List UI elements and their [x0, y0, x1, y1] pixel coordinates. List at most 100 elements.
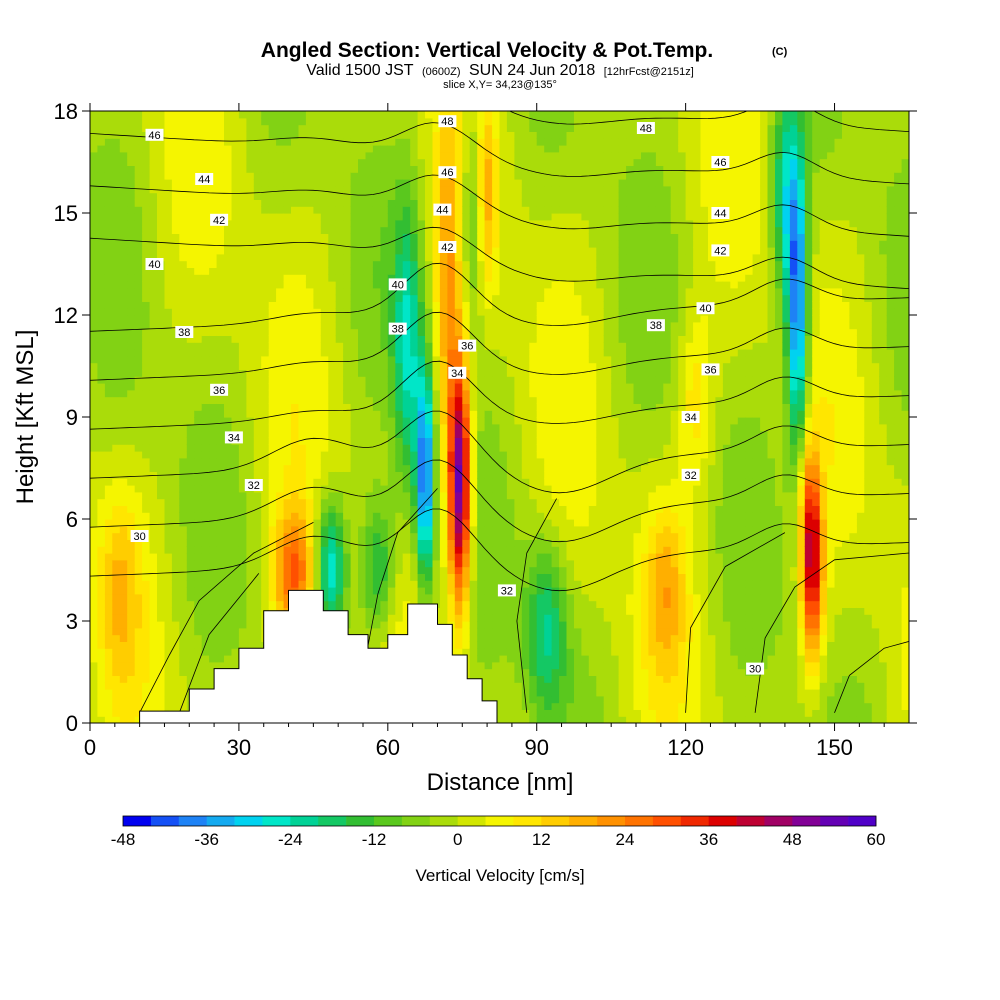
field-cell: [216, 308, 225, 316]
field-cell: [425, 423, 433, 432]
field-cell: [387, 158, 396, 166]
field-cell: [104, 464, 113, 472]
field-cell: [380, 512, 389, 520]
field-cell: [439, 410, 448, 418]
field-cell: [238, 471, 247, 479]
field-cell: [201, 287, 210, 296]
field-cell: [90, 151, 98, 160]
field-cell: [454, 287, 463, 296]
field-cell: [127, 308, 136, 316]
field-cell: [343, 185, 352, 194]
field-cell: [134, 111, 143, 119]
field-cell: [477, 437, 486, 445]
field-cell: [231, 417, 240, 425]
field-cell: [343, 491, 352, 500]
field-cell: [209, 253, 218, 262]
field-cell: [157, 682, 165, 690]
field-cell: [283, 593, 292, 602]
field-cell: [164, 532, 173, 540]
field-cell: [253, 430, 262, 438]
field-cell: [372, 532, 381, 540]
field-cell: [97, 546, 106, 554]
field-cell: [97, 655, 106, 663]
field-cell: [425, 559, 433, 568]
field-cell: [358, 151, 366, 160]
field-cell: [164, 519, 173, 527]
field-cell: [447, 226, 456, 234]
field-cell: [231, 505, 240, 513]
field-cell: [134, 675, 143, 683]
field-cell: [149, 437, 158, 445]
field-cell: [291, 457, 299, 466]
field-cell: [112, 233, 121, 241]
field-cell: [298, 192, 307, 200]
field-cell: [439, 179, 448, 187]
field-cell: [238, 587, 247, 595]
field-cell: [335, 179, 344, 187]
field-cell: [358, 253, 366, 262]
field-cell: [209, 580, 218, 588]
field-cell: [343, 505, 352, 513]
field-cell: [439, 328, 448, 336]
field-cell: [268, 559, 277, 568]
field-cell: [268, 457, 277, 466]
field-cell: [484, 253, 493, 262]
field-cell: [343, 464, 352, 472]
field-cell: [119, 117, 128, 126]
field-cell: [186, 457, 195, 466]
field-cell: [134, 512, 143, 520]
field-cell: [380, 213, 389, 221]
field-cell: [291, 519, 299, 527]
field-cell: [194, 151, 203, 160]
field-cell: [157, 213, 165, 221]
field-cell: [425, 430, 433, 438]
field-cell: [253, 396, 262, 404]
field-cell: [149, 627, 158, 636]
field-cell: [380, 573, 389, 581]
field-cell: [112, 491, 121, 500]
field-cell: [201, 240, 210, 248]
field-cell: [410, 158, 419, 166]
field-cell: [372, 247, 381, 255]
field-cell: [484, 498, 493, 506]
field-cell: [179, 192, 188, 200]
field-cell: [134, 158, 143, 166]
field-cell: [477, 512, 486, 520]
field-cell: [439, 281, 448, 289]
field-cell: [164, 444, 173, 452]
field-cell: [194, 226, 203, 234]
field-cell: [462, 240, 471, 248]
field-cell: [261, 573, 270, 581]
field-cell: [320, 423, 329, 432]
field-cell: [149, 335, 158, 343]
field-cell: [454, 559, 463, 568]
field-cell: [432, 172, 441, 180]
field-cell: [209, 457, 218, 466]
field-cell: [104, 695, 113, 704]
field-cell: [387, 403, 396, 411]
field-cell: [425, 165, 433, 173]
field-cell: [201, 655, 210, 663]
field-cell: [492, 471, 501, 479]
field-cell: [283, 498, 292, 506]
field-cell: [492, 294, 501, 302]
field-cell: [484, 464, 493, 472]
field-cell: [365, 328, 374, 336]
field-cell: [320, 444, 329, 452]
field-cell: [454, 185, 463, 194]
field-cell: [134, 491, 143, 500]
field-cell: [425, 274, 433, 282]
field-cell: [97, 457, 106, 466]
field-cell: [186, 396, 195, 404]
field-cell: [268, 111, 277, 119]
field-cell: [305, 138, 314, 146]
field-cell: [350, 423, 359, 432]
field-cell: [343, 328, 352, 336]
field-cell: [417, 376, 426, 384]
field-cell: [447, 553, 456, 561]
field-cell: [469, 355, 478, 364]
field-cell: [231, 287, 240, 296]
field-cell: [462, 491, 471, 500]
field-cell: [246, 546, 255, 554]
field-cell: [358, 607, 366, 615]
